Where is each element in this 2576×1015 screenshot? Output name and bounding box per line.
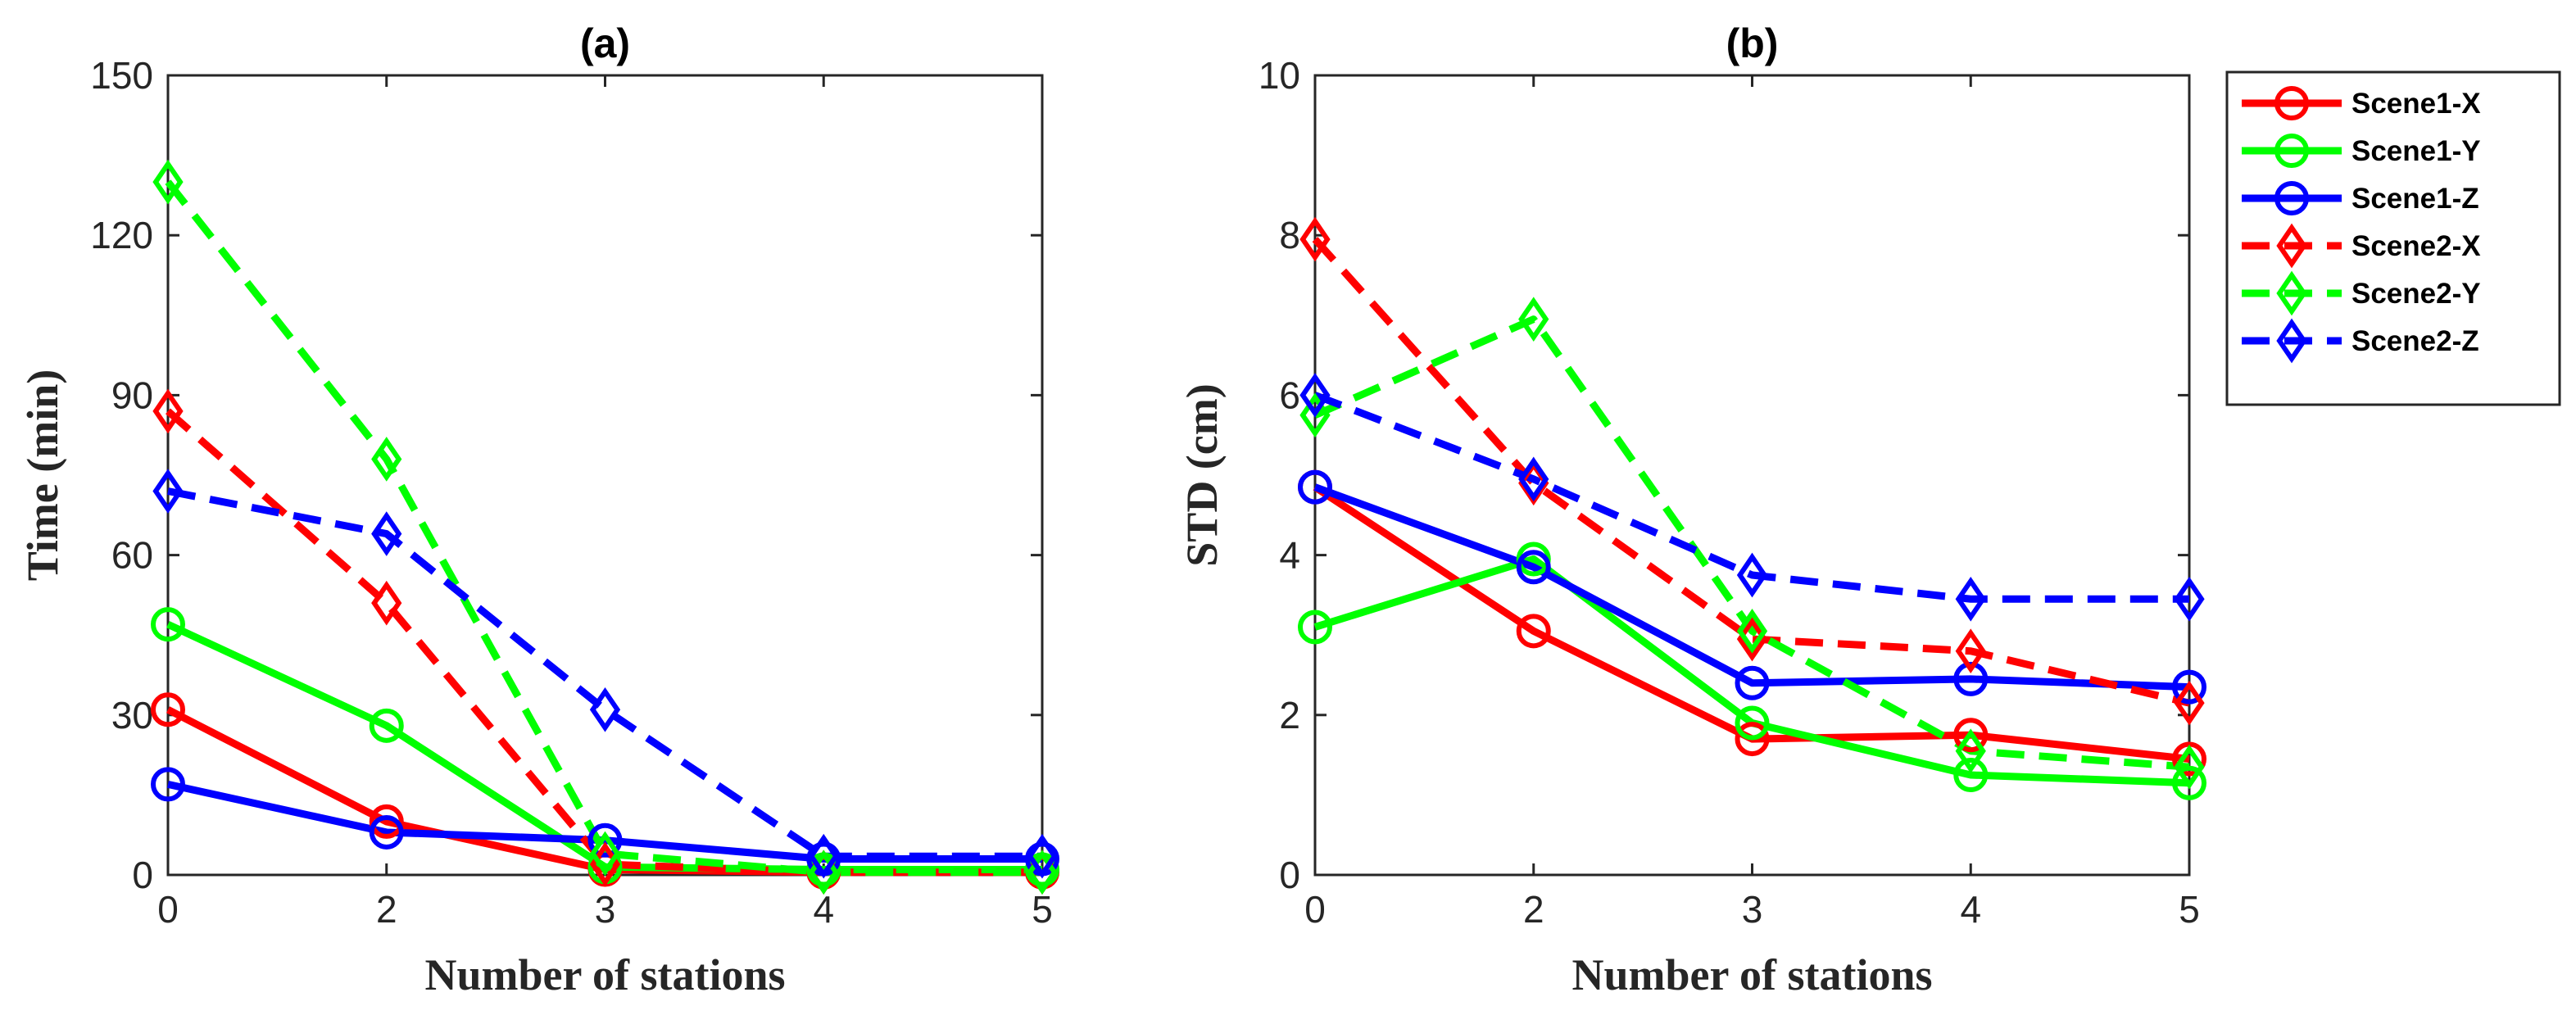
panel-b: 0 2 4 6 8 10 0 2 3 4 5 (b) Number of stations STD (cm…: [1177, 20, 2206, 999]
legend-marker-scene1-x: [2274, 86, 2309, 120]
y-tick-label: 90: [111, 374, 153, 416]
data-point-scene1-z: [1953, 661, 1989, 696]
y-tick-label: 60: [111, 534, 153, 577]
y-tick-label: 2: [1279, 694, 1300, 736]
data-point-scene2-z: [808, 833, 839, 879]
legend-marker-scene1-z: [2274, 181, 2309, 215]
panel-title: (b): [1726, 20, 1779, 66]
data-point-scene2-y: [1518, 297, 1549, 342]
x-tick-label: 4: [1960, 888, 1981, 931]
data-point-scene1-z: [587, 822, 623, 858]
y-tick-label: 6: [1279, 374, 1300, 416]
legend-label-scene1-x: Scene1-X: [2352, 88, 2481, 120]
x-tick-label: 5: [1032, 888, 1053, 931]
series-line-scene1-y: [166, 621, 1042, 873]
series-line-scene2-y: [1313, 315, 2190, 771]
legend-label-scene2-y: Scene2-Y: [2352, 278, 2481, 310]
x-tick-label: 5: [2179, 888, 2200, 931]
data-point-scene2-z: [1027, 833, 1058, 879]
legend-label-scene1-z: Scene1-Z: [2352, 183, 2479, 215]
data-point-scene1-x: [1516, 614, 1551, 649]
x-axis-label: Number of stations: [424, 950, 785, 999]
data-point-scene2-y: [152, 159, 184, 205]
data-point-scene2-x: [371, 580, 402, 626]
legend-label-scene2-z: Scene2-Z: [2352, 325, 2479, 357]
data-point-scene1-y: [1953, 758, 1989, 792]
data-point-scene2-y: [371, 437, 402, 482]
data-point-scene2-z: [1518, 456, 1549, 502]
data-point-scene1-x: [2172, 741, 2206, 777]
data-point-scene1-y: [151, 607, 185, 642]
data-point-scene1-z: [1516, 550, 1551, 585]
data-point-scene1-z: [369, 814, 404, 850]
data-point-scene2-y: [1736, 608, 1768, 654]
panel-title: (a): [580, 20, 630, 66]
data-point-scene2-y: [1955, 728, 1986, 774]
data-point-scene1-y: [2172, 765, 2206, 800]
y-tick-label: 10: [1259, 54, 1300, 97]
data-point-scene1-z: [151, 767, 185, 802]
panel-a: 0 30 60 90 120 150 0 2 3 4 5 (a) Number of stations T…: [18, 20, 1059, 999]
series-line-scene1-z: [1313, 483, 2190, 691]
data-point-scene2-x: [1299, 216, 1331, 262]
data-point-scene1-y: [1298, 609, 1332, 645]
data-point-scene1-y: [1735, 705, 1770, 741]
data-point-scene2-z: [371, 511, 402, 556]
series-line-scene2-z: [167, 487, 1042, 860]
x-tick-label: 3: [595, 888, 616, 931]
x-tick-label: 2: [376, 888, 397, 931]
data-point-scene2-z: [152, 469, 184, 514]
data-point-scene2-z: [2174, 576, 2205, 622]
y-tick-label: 0: [132, 854, 153, 896]
data-point-scene1-x: [151, 692, 185, 727]
legend: Scene1-X Scene1-Y Scene1-Z Scene2-X Scene2-Y…: [2225, 70, 2561, 406]
data-point-scene1-x: [1953, 718, 1989, 753]
series-line-scene2-x: [166, 408, 1042, 877]
y-tick-label: 8: [1279, 214, 1300, 256]
legend-marker-scene2-x: [2276, 223, 2307, 269]
x-tick-label: 0: [157, 888, 179, 931]
x-tick-label: 3: [1742, 888, 1763, 931]
y-tick-label: 150: [90, 54, 153, 97]
legend-marker-scene1-y: [2274, 134, 2309, 168]
data-point-scene2-x: [2174, 680, 2205, 726]
series-line-scene1-z: [167, 780, 1042, 863]
data-point-scene2-x: [1955, 628, 1986, 674]
data-point-scene2-z: [1736, 552, 1768, 598]
y-tick-label: 0: [1279, 854, 1300, 896]
y-tick-label: 4: [1279, 534, 1300, 577]
x-tick-label: 0: [1304, 888, 1326, 931]
legend-label-scene1-y: Scene1-Y: [2352, 135, 2481, 167]
data-point-scene1-y: [369, 708, 404, 743]
data-point-scene1-z: [1735, 665, 1770, 700]
data-point-scene1-x: [369, 804, 404, 839]
y-axis-label: STD (cm): [1177, 383, 1227, 566]
data-point-scene2-z: [1299, 373, 1331, 418]
y-tick-label: 120: [90, 214, 153, 256]
data-point-scene1-z: [2172, 669, 2206, 705]
data-point-scene2-z: [589, 686, 621, 732]
x-tick-label: 4: [813, 888, 834, 931]
x-tick-label: 2: [1523, 888, 1544, 931]
series-line-scene2-y: [165, 179, 1042, 877]
data-point-scene1-z: [1298, 469, 1332, 505]
legend-label-scene2-x: Scene2-X: [2352, 230, 2481, 262]
data-point-scene2-y: [1299, 392, 1331, 438]
data-point-scene2-y: [2174, 744, 2205, 790]
y-tick-label: 30: [111, 694, 153, 736]
legend-marker-scene2-z: [2276, 318, 2307, 364]
data-point-scene2-z: [1955, 576, 1986, 622]
series-line-scene2-x: [1312, 237, 2191, 707]
data-point-scene2-x: [152, 388, 184, 434]
x-axis-label: Number of stations: [1571, 950, 1932, 999]
data-point-scene2-y: [589, 831, 621, 877]
series-line-scene2-z: [1313, 392, 2189, 603]
data-point-scene1-x: [1735, 722, 1770, 757]
legend-marker-scene2-y: [2276, 270, 2307, 316]
y-axis-label: Time (min): [18, 369, 67, 581]
plot-area-a: [166, 74, 1044, 877]
